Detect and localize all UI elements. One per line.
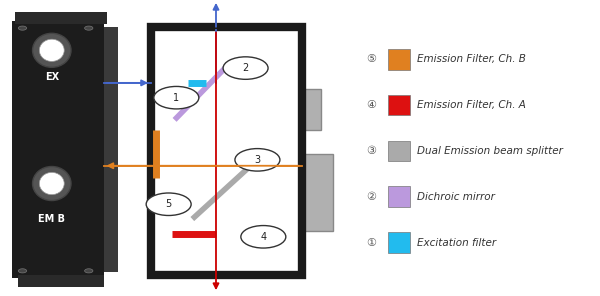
Text: ⑤: ⑤ <box>367 54 377 64</box>
Text: ③: ③ <box>367 146 377 156</box>
Ellipse shape <box>32 33 71 67</box>
Circle shape <box>19 26 26 30</box>
Text: Excitation filter: Excitation filter <box>416 238 496 248</box>
Text: Dichroic mirror: Dichroic mirror <box>416 192 494 202</box>
Circle shape <box>235 149 280 171</box>
Text: 4: 4 <box>260 232 266 242</box>
Circle shape <box>146 193 191 215</box>
Circle shape <box>85 26 93 30</box>
Text: ①: ① <box>367 238 377 248</box>
Text: 2: 2 <box>242 63 249 73</box>
Ellipse shape <box>32 166 71 201</box>
Circle shape <box>241 226 286 248</box>
Ellipse shape <box>40 172 64 195</box>
Text: ②: ② <box>367 192 377 202</box>
Text: ④: ④ <box>367 100 377 110</box>
Ellipse shape <box>40 39 64 62</box>
Text: EX: EX <box>45 72 59 82</box>
Text: Dual Emission beam splitter: Dual Emission beam splitter <box>416 146 562 156</box>
Bar <box>18 275 104 287</box>
Text: EM B: EM B <box>38 214 65 224</box>
Text: Emission Filter, Ch. B: Emission Filter, Ch. B <box>416 54 526 64</box>
Bar <box>151 27 302 275</box>
Bar <box>388 186 410 207</box>
Bar <box>12 21 104 278</box>
Circle shape <box>154 86 199 109</box>
Text: 1: 1 <box>173 93 179 103</box>
Text: Emission Filter, Ch. A: Emission Filter, Ch. A <box>416 100 526 110</box>
Text: 5: 5 <box>166 199 172 209</box>
Bar <box>388 232 410 253</box>
Bar <box>15 12 107 24</box>
Bar <box>388 95 410 115</box>
Text: 3: 3 <box>254 155 260 165</box>
Bar <box>388 49 410 70</box>
Bar <box>300 154 332 231</box>
Circle shape <box>85 269 93 273</box>
Bar <box>388 141 410 161</box>
Circle shape <box>223 57 268 79</box>
Bar <box>300 89 321 130</box>
Circle shape <box>19 269 26 273</box>
Bar <box>104 27 118 272</box>
